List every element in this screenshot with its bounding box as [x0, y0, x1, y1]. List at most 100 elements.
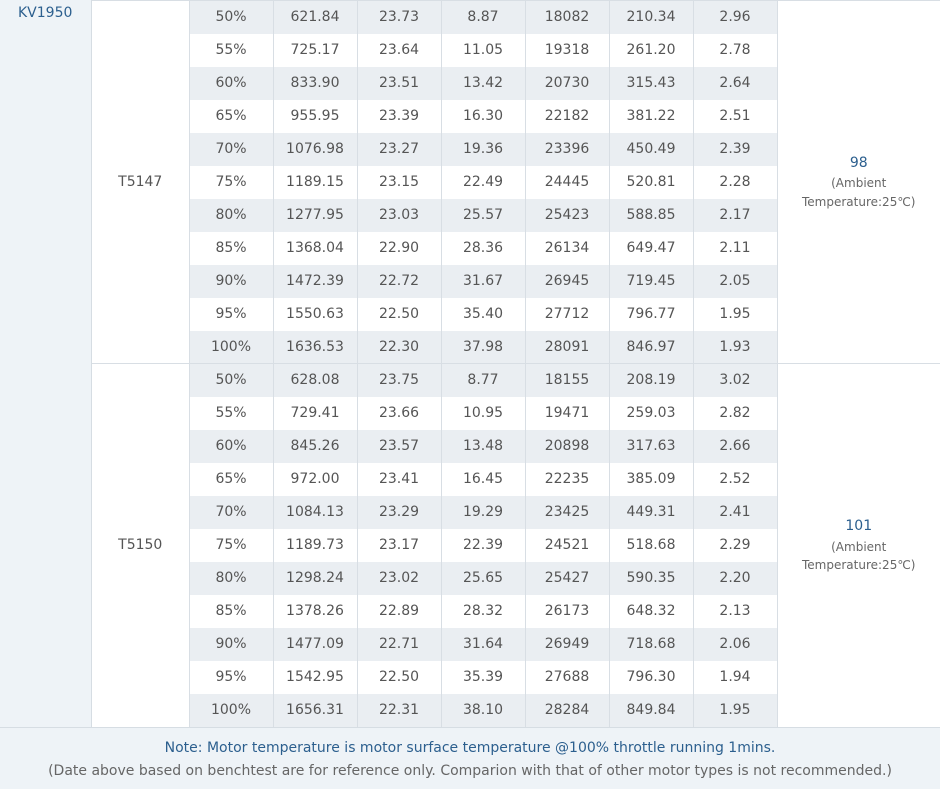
data-cell: 22.50 [356, 297, 441, 331]
propeller-cell: T5147 [92, 0, 189, 364]
data-cell: 23.73 [356, 0, 441, 34]
data-cell: 24445 [524, 165, 609, 199]
data-cell: 317.63 [608, 429, 693, 463]
data-cell: 27712 [524, 297, 609, 331]
data-cell: 28284 [524, 693, 609, 727]
data-cell: 22.89 [356, 594, 441, 628]
footer-notes: Note: Motor temperature is motor surface… [0, 727, 940, 789]
data-cell: 846.97 [608, 330, 693, 364]
data-cell: 1542.95 [272, 660, 357, 694]
data-cell: 18082 [524, 0, 609, 34]
data-cell: 23.17 [356, 528, 441, 562]
data-cell: 75% [188, 528, 273, 562]
data-cell: 22.71 [356, 627, 441, 661]
data-cell: 55% [188, 396, 273, 430]
data-cell: 520.81 [608, 165, 693, 199]
data-cell: 18155 [524, 363, 609, 397]
data-cell: 621.84 [272, 0, 357, 34]
table-row: 70% 1084.13 23.29 19.29 23425 449.31 2.41 [92, 495, 940, 529]
data-cell: 649.47 [608, 231, 693, 265]
table-row: 100% 1636.53 22.30 37.98 28091 846.97 1.93 [92, 330, 940, 364]
table-row: T5147 50% 621.84 23.73 8.87 18082 210.34 2.96 98… [92, 0, 940, 364]
data-cell: 80% [188, 561, 273, 595]
data-cell: 23.15 [356, 165, 441, 199]
data-cell: 2.78 [692, 33, 777, 67]
data-cell: 22.90 [356, 231, 441, 265]
data-cell: 1.94 [692, 660, 777, 694]
data-cell: 100% [188, 330, 273, 364]
data-cell: 22.31 [356, 693, 441, 727]
data-cell: 19318 [524, 33, 609, 67]
temperature-cell: 98 (Ambient Temperature:25℃) [776, 0, 940, 364]
data-cell: 2.20 [692, 561, 777, 595]
motor-model-cell: KV1950 [0, 0, 92, 727]
data-cell: 28091 [524, 330, 609, 364]
data-cell: 22235 [524, 462, 609, 496]
data-cell: 11.05 [440, 33, 525, 67]
data-cell: 23.57 [356, 429, 441, 463]
data-cell: 1076.98 [272, 132, 357, 166]
ambient-label: (Ambient [831, 176, 887, 191]
data-cell: 23396 [524, 132, 609, 166]
data-cell: 2.66 [692, 429, 777, 463]
table-row: 85% 1378.26 22.89 28.32 26173 648.32 2.13 [92, 594, 940, 628]
data-cell: 95% [188, 297, 273, 331]
data-cell: 1656.31 [272, 693, 357, 727]
data-cell: 8.77 [440, 363, 525, 397]
data-cell: 35.40 [440, 297, 525, 331]
table-row: 65% 972.00 23.41 16.45 22235 385.09 2.52 [92, 462, 940, 496]
data-cell: 27688 [524, 660, 609, 694]
ambient-temperature-label: Temperature:25℃) [802, 558, 916, 573]
ambient-label: (Ambient [831, 539, 887, 554]
table-row: 75% 1189.73 23.17 22.39 24521 518.68 2.29 [92, 528, 940, 562]
data-cell: 22.39 [440, 528, 525, 562]
data-cell: 2.41 [692, 495, 777, 529]
data-cell: 2.05 [692, 264, 777, 298]
data-cell: 16.30 [440, 99, 525, 133]
data-cell: 70% [188, 132, 273, 166]
data-cell: 31.67 [440, 264, 525, 298]
data-cell: 2.06 [692, 627, 777, 661]
data-cell: 37.98 [440, 330, 525, 364]
table-row: 55% 725.17 23.64 11.05 19318 261.20 2.78 [92, 33, 940, 67]
data-cell: 23.66 [356, 396, 441, 430]
temperature-cell: 101 (Ambient Temperature:25℃) [776, 363, 940, 727]
data-cell: 95% [188, 660, 273, 694]
data-cell: 80% [188, 198, 273, 232]
data-cell: 518.68 [608, 528, 693, 562]
data-cell: 381.22 [608, 99, 693, 133]
data-cell: 65% [188, 462, 273, 496]
data-cell: 590.35 [608, 561, 693, 595]
data-cell: 2.29 [692, 528, 777, 562]
data-cell: 23.27 [356, 132, 441, 166]
data-cell: 315.43 [608, 66, 693, 100]
data-cell: 22.30 [356, 330, 441, 364]
data-cell: 259.03 [608, 396, 693, 430]
data-cell: 729.41 [272, 396, 357, 430]
data-cell: 85% [188, 594, 273, 628]
data-cell: 23.02 [356, 561, 441, 595]
data-cell: 35.39 [440, 660, 525, 694]
temperature-value: 98 [849, 154, 868, 171]
data-cell: 450.49 [608, 132, 693, 166]
data-cell: 2.64 [692, 66, 777, 100]
data-cell: 23.75 [356, 363, 441, 397]
table-row: 100% 1656.31 22.31 38.10 28284 849.84 1.95 [92, 693, 940, 727]
table-row: 60% 833.90 23.51 13.42 20730 315.43 2.64 [92, 66, 940, 100]
data-cell: 208.19 [608, 363, 693, 397]
data-cell: 628.08 [272, 363, 357, 397]
data-cell: 1.95 [692, 297, 777, 331]
data-cell: 20898 [524, 429, 609, 463]
data-cell: 22.72 [356, 264, 441, 298]
propeller-cell: T5150 [92, 363, 189, 727]
data-cell: 19471 [524, 396, 609, 430]
data-cell: 65% [188, 99, 273, 133]
data-cell: 23.64 [356, 33, 441, 67]
data-cell: 10.95 [440, 396, 525, 430]
table-row: 60% 845.26 23.57 13.48 20898 317.63 2.66 [92, 429, 940, 463]
data-cell: 28.36 [440, 231, 525, 265]
temperature-note: Note: Motor temperature is motor surface… [164, 740, 776, 756]
data-cell: 845.26 [272, 429, 357, 463]
data-cell: 28.32 [440, 594, 525, 628]
